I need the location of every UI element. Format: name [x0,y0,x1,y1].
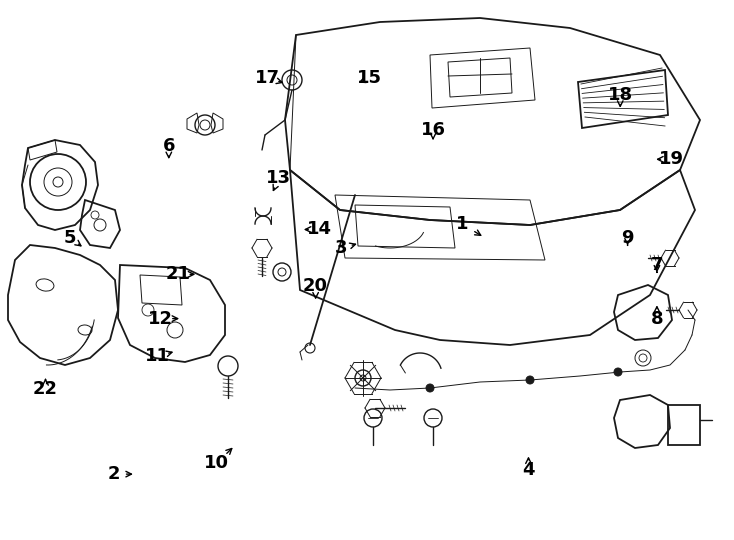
Circle shape [426,384,434,392]
Text: 10: 10 [204,454,229,472]
Text: 2: 2 [107,465,120,483]
Text: 13: 13 [266,169,291,187]
Text: 12: 12 [148,309,172,328]
Circle shape [526,376,534,384]
Circle shape [614,368,622,376]
Text: 7: 7 [650,255,664,274]
Text: 16: 16 [421,120,446,139]
Text: 17: 17 [255,69,280,87]
Text: 9: 9 [621,228,634,247]
Text: 15: 15 [357,69,382,87]
Text: 22: 22 [33,380,58,398]
Text: 4: 4 [522,461,535,479]
Text: 18: 18 [608,85,633,104]
Text: 8: 8 [650,309,664,328]
Text: 1: 1 [456,215,469,233]
Text: 14: 14 [307,220,332,239]
Text: 3: 3 [335,239,348,258]
Text: 20: 20 [303,277,328,295]
Text: 6: 6 [162,137,175,155]
Text: 19: 19 [659,150,684,168]
Text: 21: 21 [166,265,191,284]
Text: 5: 5 [63,228,76,247]
Text: 11: 11 [145,347,170,366]
